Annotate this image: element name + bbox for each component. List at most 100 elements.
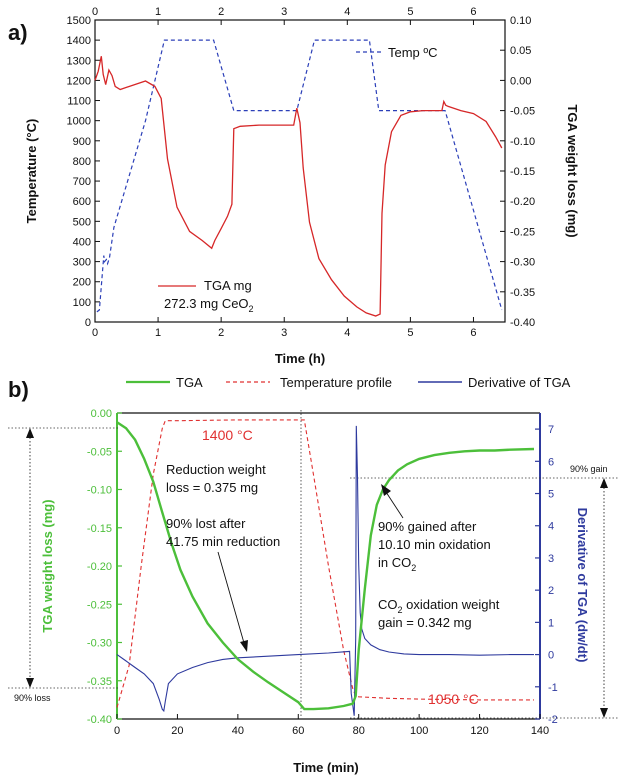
panel-a-y-right-label: TGA weight loss (mg) [565,104,580,237]
panel-b-x-label: Time (min) [293,760,359,775]
y-left-tick-label: -0.20 [87,561,112,573]
arrow-gained [381,484,404,519]
panel-a-frame [94,19,506,323]
y-left-tick-label: -0.05 [87,446,112,458]
y-right-tick-label: 4 [548,521,554,533]
panel-a-y-left-ticks: 0 100 200 300 400 500 600 700 800 900 1000 1100 1200… [67,15,100,329]
y-left-tick-label: 900 [73,136,91,148]
y-right-tick-label: 2 [548,585,554,597]
x-tick-label: 5 [407,327,413,339]
panel-b-x-ticks: 0 20 40 60 80 100 120 140 [114,714,549,737]
y-left-tick-label: 1000 [67,116,91,128]
panel-a-x-ticks: 0 1 2 3 4 5 6 [92,317,477,339]
x-tick-label: 120 [470,725,488,737]
panel-a-letter: a) [8,20,28,45]
y-right-tick-label: 1 [548,617,554,629]
y-left-tick-label: 600 [73,196,91,208]
annotation-1050c: 1050 °C [428,691,479,707]
x-tick-label: 1 [155,327,161,339]
panel-a-temp-line [96,39,503,313]
y-right-tick-label: 3 [548,553,554,565]
annotation-lost-1: 90% lost after [166,516,246,531]
arrow-lost [217,551,248,652]
annotation-co2-2: gain = 0.342 mg [378,615,472,630]
y-left-tick-label: 1100 [67,96,91,108]
x-tick-label: 2 [218,327,224,339]
x-tick-label: 60 [292,725,304,737]
y-left-tick-label: 400 [73,236,91,248]
y-right-tick-label: -0.35 [510,287,535,299]
y-left-tick-label: 0.00 [91,408,112,420]
legend-temp-label: Temp ºC [388,45,438,60]
y-right-tick-label: -0.10 [510,136,535,148]
panel-a-y-right-ticks: -0.40 -0.35 -0.30 -0.25 -0.20 -0.15 -0.10 -0.05… [500,15,535,329]
annotation-gained-3: in CO2 [378,555,416,573]
y-left-tick-label: -0.25 [87,599,112,611]
legend-temp-label: Temperature profile [280,375,392,390]
x-top-tick-label: 0 [92,6,98,18]
annotation-gained-2: 10.10 min oxidation [378,537,491,552]
y-left-tick-label: 0 [85,317,91,329]
annotation-reduction-2: loss = 0.375 mg [166,480,258,495]
panel-a-y-left-label: Temperature (°C) [24,119,39,224]
y-left-tick-label: 1200 [67,75,91,87]
x-top-tick-label: 2 [218,6,224,18]
y-left-tick-label: 500 [73,216,91,228]
co2-pre: CO [378,597,398,612]
y-right-tick-label: 0.05 [510,45,531,57]
y-left-tick-label: -0.30 [87,638,112,650]
panel-a-tga-line [94,56,503,317]
y-left-tick-label: 300 [73,257,91,269]
loss-double-arrow [26,428,34,688]
annotation-gained-1: 90% gained after [378,519,477,534]
legend-deriv-label: Derivative of TGA [468,375,571,390]
x-tick-label: 40 [232,725,244,737]
annotation-co2-1: CO2 oxidation weight [378,597,500,615]
panel-b-y-right-ticks: -2 -1 0 1 2 3 4 5 6 7 [535,424,558,726]
y-left-tick-label: -0.10 [87,485,112,497]
legend-sample-label: 272.3 mg CeO2 [164,296,254,314]
x-top-tick-label: 5 [407,6,413,18]
x-top-tick-label: 6 [470,6,476,18]
y-left-tick-label: -0.40 [87,714,112,726]
x-tick-label: 3 [281,327,287,339]
y-right-tick-label: -0.15 [510,166,535,178]
x-tick-label: 6 [470,327,476,339]
panel-a-x-ticks-top: 0 1 2 3 4 5 6 [92,6,477,25]
y-right-tick-label: -0.20 [510,196,535,208]
y-left-tick-label: 200 [73,277,91,289]
annotation-1400c: 1400 °C [202,427,253,443]
panel-b-y-left-label: TGA weight loss (mg) [40,499,55,632]
label-90-loss: 90% loss [14,693,51,703]
gain-double-arrow [600,478,608,718]
y-left-tick-label: -0.15 [87,523,112,535]
x-top-tick-label: 3 [281,6,287,18]
legend-sample-sub: 2 [249,304,254,314]
gained-3-text: in CO [378,555,411,570]
x-tick-label: 100 [410,725,428,737]
panel-b-temp-line [116,419,534,708]
annotation-lost-2: 41.75 min reduction [166,534,280,549]
panel-b-letter: b) [8,377,29,402]
y-right-tick-label: -0.05 [510,106,535,118]
co2-sub: 2 [398,605,403,615]
x-tick-label: 20 [171,725,183,737]
panel-b-legend: TGA Temperature profile Derivative of TG… [126,375,571,390]
y-right-tick-label: 7 [548,424,554,436]
panel-a-legend-temp: Temp ºC [356,45,438,60]
legend-tga-label: TGA [176,375,203,390]
legend-sample-text: 272.3 mg CeO [164,296,249,311]
x-tick-label: 4 [344,327,350,339]
legend-tga-label: TGA mg [204,278,252,293]
y-left-tick-label: 1400 [67,35,91,47]
y-left-tick-label: 1300 [67,55,91,67]
y-right-tick-label: -0.25 [510,226,535,238]
y-left-tick-label: -0.35 [87,676,112,688]
y-left-tick-label: 100 [73,297,91,309]
x-tick-label: 0 [114,725,120,737]
y-right-tick-label: 5 [548,489,554,501]
annotation-reduction-1: Reduction weight [166,462,266,477]
y-right-tick-label: -0.30 [510,257,535,269]
panel-b-y-left-ticks: -0.40 -0.35 -0.30 -0.25 -0.20 -0.15 -0.10 -0.05… [87,408,122,726]
panel-b-tga-line [116,421,535,711]
